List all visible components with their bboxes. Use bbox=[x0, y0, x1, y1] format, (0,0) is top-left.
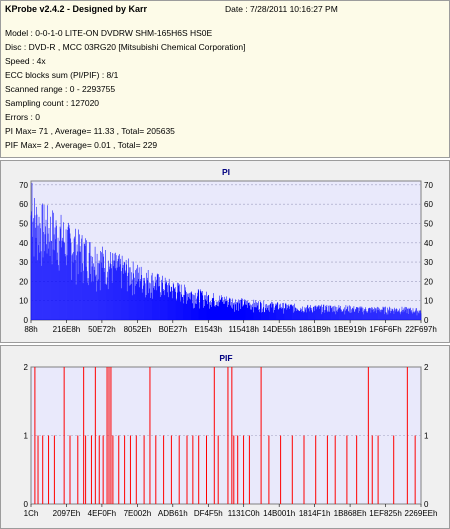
drive-model: Model : 0-0-1-0 LITE-ON DVDRW SHM-165H6S… bbox=[5, 28, 213, 38]
pi-x-tick-label: 88h bbox=[24, 325, 37, 334]
pif-x-tick-label: 1814F1h bbox=[299, 509, 331, 518]
pi-y-tick-right: 60 bbox=[424, 200, 433, 209]
pi-stats: PI Max= 71 , Average= 11.33 , Total= 205… bbox=[5, 126, 175, 136]
pif-chart-title: PIF bbox=[219, 353, 232, 363]
pi-x-tick-label: 14DE55h bbox=[263, 325, 296, 334]
pif-y-tick-right: 0 bbox=[424, 500, 429, 509]
pif-x-tick-label: 7E002h bbox=[124, 509, 152, 518]
pi-y-tick-right: 20 bbox=[424, 277, 433, 286]
pi-y-tick-right: 10 bbox=[424, 297, 433, 306]
pi-x-tick-label: B0E27h bbox=[159, 325, 187, 334]
pif-x-tick-label: 1131C0h bbox=[228, 509, 260, 518]
sampling-count: Sampling count : 127020 bbox=[5, 98, 100, 108]
scan-date: Date : 7/28/2011 10:16:27 PM bbox=[225, 4, 338, 14]
pif-y-tick-left: 2 bbox=[24, 363, 29, 372]
pif-series bbox=[34, 367, 416, 504]
pif-x-tick-label: 1Ch bbox=[24, 509, 39, 518]
pi-y-tick-left: 70 bbox=[19, 181, 28, 190]
pif-x-tick-label: 1B868Eh bbox=[334, 509, 367, 518]
pi-x-tick-label: 115418h bbox=[228, 325, 259, 334]
pi-x-tick-label: 1BE919h bbox=[334, 325, 367, 334]
pi-chart-title: PI bbox=[222, 167, 230, 177]
pi-x-tick-label: 8052Eh bbox=[124, 325, 152, 334]
pi-x-tick-label: 216E8h bbox=[53, 325, 81, 334]
app-title: KProbe v2.4.2 - Designed by Karr bbox=[5, 4, 148, 14]
pif-x-tick-label: 4EF0Fh bbox=[88, 509, 116, 518]
pi-x-tick-label: 1861B9h bbox=[299, 325, 331, 334]
pi-y-tick-left: 0 bbox=[24, 316, 29, 325]
scanned-range: Scanned range : 0 - 2293755 bbox=[5, 84, 116, 94]
pif-x-tick-label: 2097Eh bbox=[53, 509, 81, 518]
pi-y-tick-right: 70 bbox=[424, 181, 433, 190]
pi-x-tick-label: 1F6F6Fh bbox=[369, 325, 401, 334]
pif-x-tick-label: ADB61h bbox=[158, 509, 188, 518]
pi-y-tick-left: 50 bbox=[19, 219, 28, 228]
pi-y-tick-right: 0 bbox=[424, 316, 429, 325]
pi-y-tick-left: 60 bbox=[19, 200, 28, 209]
pi-chart: 0 0 10 10 20 20 30 30 40 40 50 50 60 60 70 70 88h 216E8h 5… bbox=[19, 167, 437, 334]
pif-chart: 0 0 1 1 2 2 1Ch 2097Eh 4EF0Fh 7E002h ADB61h DF4F5h 1… bbox=[24, 353, 438, 518]
pi-y-tick-left: 30 bbox=[19, 258, 28, 267]
pi-chart-panel: 0 0 10 10 20 20 30 30 40 40 50 50 60 60 70 70 88h 216E8h 5… bbox=[0, 160, 450, 343]
pif-stats: PIF Max= 2 , Average= 0.01 , Total= 229 bbox=[5, 140, 158, 150]
pi-y-tick-left: 10 bbox=[19, 297, 28, 306]
error-count: Errors : 0 bbox=[5, 112, 40, 122]
scan-speed: Speed : 4x bbox=[5, 56, 46, 66]
pif-y-tick-right: 1 bbox=[424, 432, 429, 441]
pi-y-tick-left: 40 bbox=[19, 239, 28, 248]
pi-y-tick-right: 50 bbox=[424, 219, 433, 228]
pi-series bbox=[30, 182, 422, 320]
pi-x-tick-label: E1543h bbox=[194, 325, 222, 334]
ecc-blocks: ECC blocks sum (PI/PIF) : 8/1 bbox=[5, 70, 119, 80]
pif-x-tick-label: 1EF825h bbox=[369, 509, 401, 518]
pif-x-tick-label: 2269EEh bbox=[405, 509, 438, 518]
pi-y-tick-right: 40 bbox=[424, 239, 433, 248]
pi-y-tick-right: 30 bbox=[424, 258, 433, 267]
pif-y-tick-left: 1 bbox=[24, 432, 29, 441]
scan-summary-panel: KProbe v2.4.2 - Designed by Karr Date : … bbox=[0, 0, 450, 158]
disc-type: Disc : DVD-R , MCC 03RG20 [Mitsubishi Ch… bbox=[5, 42, 246, 52]
pi-x-tick-label: 22F697h bbox=[405, 325, 437, 334]
pif-chart-panel: 0 0 1 1 2 2 1Ch 2097Eh 4EF0Fh 7E002h ADB61h DF4F5h 1… bbox=[0, 345, 450, 529]
pif-y-tick-left: 0 bbox=[24, 500, 29, 509]
pif-y-tick-right: 2 bbox=[424, 363, 429, 372]
pi-y-tick-left: 20 bbox=[19, 277, 28, 286]
pif-x-tick-label: 14B001h bbox=[263, 509, 295, 518]
pif-x-tick-label: DF4F5h bbox=[194, 509, 223, 518]
pi-x-tick-label: 50E72h bbox=[88, 325, 116, 334]
pif-plot-area bbox=[30, 366, 422, 505]
